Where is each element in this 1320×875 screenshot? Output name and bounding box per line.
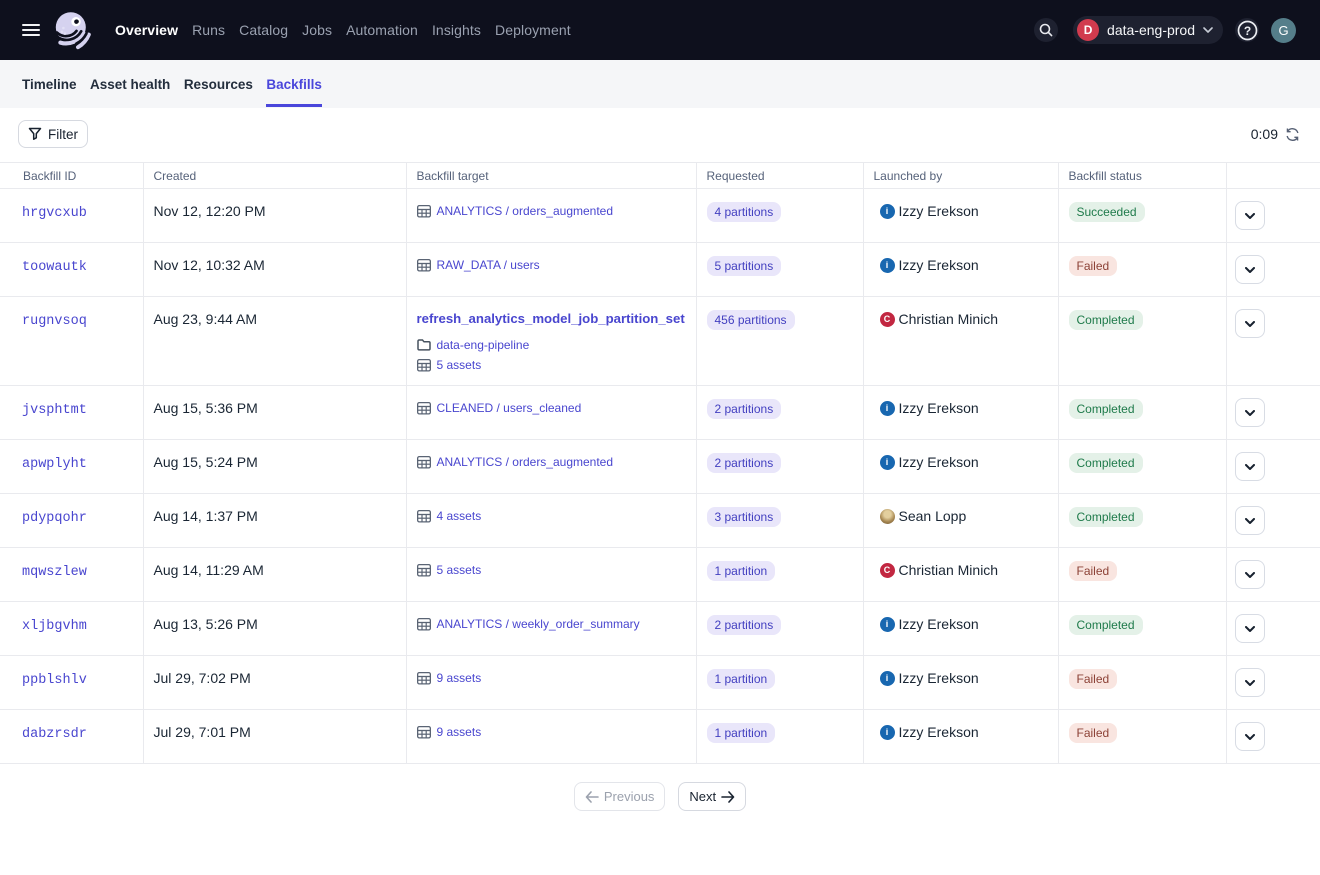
svg-text:?: ? <box>1243 24 1250 38</box>
